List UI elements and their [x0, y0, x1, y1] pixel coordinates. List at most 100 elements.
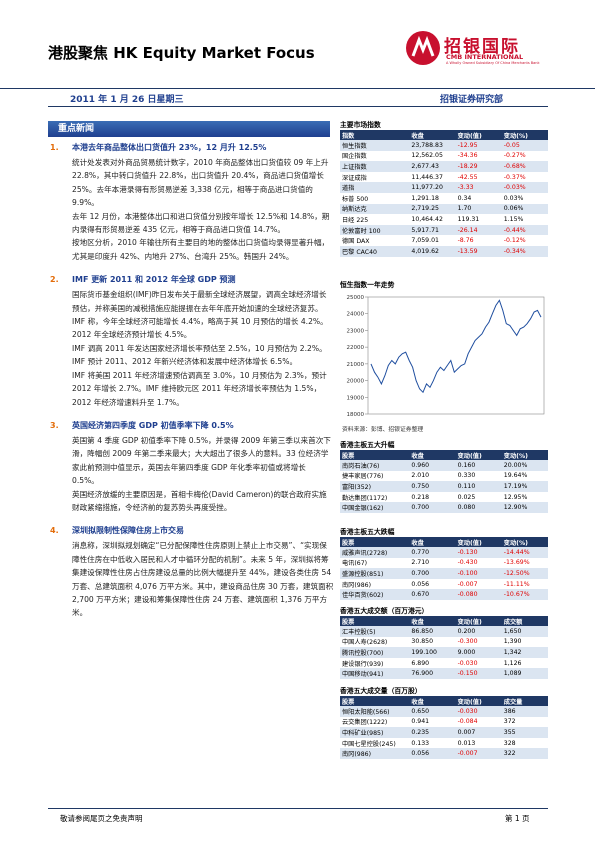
- table-cell: 0.03%: [503, 194, 524, 202]
- table-cell: 11,446.37: [411, 173, 443, 181]
- table-cell: 0.700: [409, 568, 456, 579]
- table-title: 香港五大成交量（百万股）: [340, 687, 422, 695]
- table-block: 主要市场指数 指数 收盘 变动(值) 变动(%) 恒生指数 23,788.83 -12.95-…: [340, 120, 548, 257]
- table-cell: 2.010: [411, 472, 430, 480]
- table-cell: 南冈(986): [342, 581, 372, 589]
- chart-source: 资料来源：彭博、招银证券整理: [342, 427, 424, 433]
- y-tick-label: 21000: [347, 362, 365, 368]
- table-cell: -0.27%: [503, 152, 526, 160]
- paragraph: 去年 12 月份，本港整体出口和进口货值分别按年增长 12.5%和 14.8%，…: [72, 211, 330, 235]
- table-title: 香港五大成交额（百万港元）: [340, 607, 429, 615]
- column-header: 收盘: [409, 450, 456, 460]
- table-cell: 76.900: [409, 668, 456, 679]
- table-row: 富阳(352) 0.750 0.110 17.19%: [340, 481, 548, 492]
- table-row: 伦敦富时 100 5,917.71 -26.14 -0.44%: [340, 224, 548, 236]
- date: 2011 年 1 月 26 日星期三: [70, 95, 184, 105]
- data-table: 指数 收盘 变动(值) 变动(%) 恒生指数 23,788.83 -12.95 -0.05 国企…: [340, 130, 548, 257]
- news-item: 4. 深圳拟限制性保障住房上市交易 消息称，深圳拟规划确定“已分配保障性住房原则上禁…: [50, 525, 334, 619]
- table-cell: 0.160: [455, 460, 502, 471]
- table-row: 道指 11,977.20 -3.33 -0.03%: [340, 182, 548, 193]
- table-cell: -34.36: [457, 152, 478, 160]
- market-panel: 主要市场指数 指数 收盘 变动(值) 变动(%) 恒生指数 23,788.83 -12.95-…: [340, 0, 548, 800]
- header-row: 指数 收盘 变动(值) 变动(%): [340, 130, 548, 140]
- header-row: 股票 收盘 变动(值) 成交量: [340, 696, 548, 706]
- table-row: 捷丰家居(776) 2.010 0.330 19.64%: [340, 471, 548, 482]
- logo-en: CMB INTERNATIONAL: [446, 53, 524, 61]
- column-header: 变动(%): [501, 450, 548, 460]
- table-cell: 南冈(986): [340, 748, 410, 759]
- y-tick-label: 19000: [347, 395, 365, 401]
- table-cell: 南岗石油(76): [340, 460, 410, 471]
- table-cell: 汇丰控股(5): [340, 626, 410, 637]
- table-cell: -26.14: [455, 224, 502, 236]
- table-cell: 0.025: [457, 493, 476, 501]
- y-tick-label: 23000: [347, 328, 365, 334]
- table-cell: -0.130: [455, 547, 502, 558]
- table-cell: 86.850: [409, 626, 456, 637]
- table-cell: 372: [503, 718, 516, 726]
- table-row: 威雅声讯(2728) 0.770 -0.130 -14.44%: [340, 547, 548, 558]
- table-title: 香港主板五大升幅: [340, 441, 395, 449]
- table-cell: -8.76: [457, 237, 474, 245]
- table-cell: -0.68%: [501, 161, 548, 172]
- table-cell: 12.95%: [503, 493, 528, 501]
- table-cell: -13.69%: [503, 559, 530, 567]
- data-table: 股票 收盘 变动(值) 成交量 恒阳太阳能(566) 0.650 -0.030 386 云交集团…: [340, 696, 548, 759]
- table-cell: 0.235: [409, 727, 456, 738]
- column-header: 股票: [340, 696, 410, 706]
- column-header: 股票: [340, 450, 410, 460]
- table-cell: 恒阳太阳能(566): [340, 706, 410, 717]
- header-row: 股票 收盘 变动(值) 变动(%): [340, 537, 548, 547]
- table-cell: -3.33: [455, 182, 502, 193]
- table-row: 恒阳太阳能(566) 0.650 -0.030 386: [340, 706, 548, 717]
- table-cell: 0.670: [409, 589, 456, 600]
- table-cell: 4,019.62: [409, 245, 456, 257]
- department: 招银证券研究部: [440, 95, 504, 105]
- table-cell: 纳斯达克: [340, 203, 410, 215]
- table-cell: -18.29: [455, 161, 502, 172]
- table-cell: 标普 500: [342, 195, 369, 203]
- table-row: 恒生指数 23,788.83 -12.95 -0.05: [340, 140, 548, 151]
- table-cell: 德国 DAX: [342, 238, 370, 246]
- column-header: 股票: [340, 537, 410, 547]
- table-cell: 328: [503, 739, 516, 747]
- rule: [48, 106, 548, 107]
- column-header: 变动(%): [501, 537, 548, 547]
- report-title: 港股聚焦 HK Equity Market Focus: [48, 42, 315, 63]
- column-header: 成交量: [501, 696, 548, 706]
- table-row: 佳华百货(602) 0.670 -0.080 -10.67%: [340, 589, 548, 600]
- table-cell: 0.34: [457, 194, 472, 202]
- line: [370, 299, 542, 394]
- table-row: 中国七星控股(245) 0.133 0.013 328: [340, 738, 548, 749]
- table-block: 香港五大成交量（百万股） 股票 收盘 变动(值) 成交量 恒阳太阳能(566) 0.650-…: [340, 686, 548, 759]
- table-cell: 10,464.42: [411, 215, 443, 223]
- table-cell: 中国金银(162): [340, 502, 410, 513]
- table-cell: 中国人寿(2628): [342, 639, 388, 647]
- table-cell: -10.67%: [501, 589, 548, 600]
- table-cell: -42.55: [457, 173, 478, 181]
- table-cell: -0.150: [455, 668, 502, 679]
- column-header: 变动(值): [455, 537, 502, 547]
- table-row: 上证指数 2,677.43 -18.29 -0.68%: [340, 161, 548, 172]
- table-row: 中国移动(941) 76.900 -0.150 1,089: [340, 668, 548, 679]
- table-row: 汇丰控股(5) 86.850 0.200 1,650: [340, 626, 548, 637]
- rule: [48, 808, 548, 809]
- table-cell: 0.218: [411, 493, 430, 501]
- table-cell: -14.44%: [501, 547, 548, 558]
- logo-sub: A Wholly Owned Subsidiary Of China Merch…: [446, 61, 540, 65]
- table-cell: 0.330: [457, 472, 476, 480]
- table-title: 主要市场指数: [340, 121, 381, 129]
- table-cell: -0.430: [457, 559, 478, 567]
- logo-cn: 招银国际: [444, 37, 520, 57]
- table-cell: 7,059.01: [411, 237, 439, 245]
- table-cell: 日经 225: [342, 216, 369, 224]
- y-tick-label: 25000: [347, 295, 365, 301]
- table-cell: 1,089: [501, 668, 548, 679]
- y-tick-label: 18000: [347, 412, 365, 418]
- data-table: 股票 收盘 变动(值) 变动(%) 威雅声讯(2728) 0.770 -0.130 -14.4…: [340, 537, 548, 600]
- paragraph: 按地区分析，2010 年输往所有主要目的地的整体出口货值均录得显著升幅，尤其是印…: [72, 238, 330, 261]
- paragraph: IMF 称，今年全球经济可能增长 4.4%，略高于其 10 月预估的增长 4.2…: [72, 317, 328, 340]
- table-block: 香港五大成交额（百万港元） 股票 收盘 变动(值) 成交额 汇丰控股(5) 86.850 0.…: [340, 606, 548, 679]
- column-header: 成交额: [501, 616, 548, 626]
- table-cell: 巴黎 CAC40: [340, 245, 410, 257]
